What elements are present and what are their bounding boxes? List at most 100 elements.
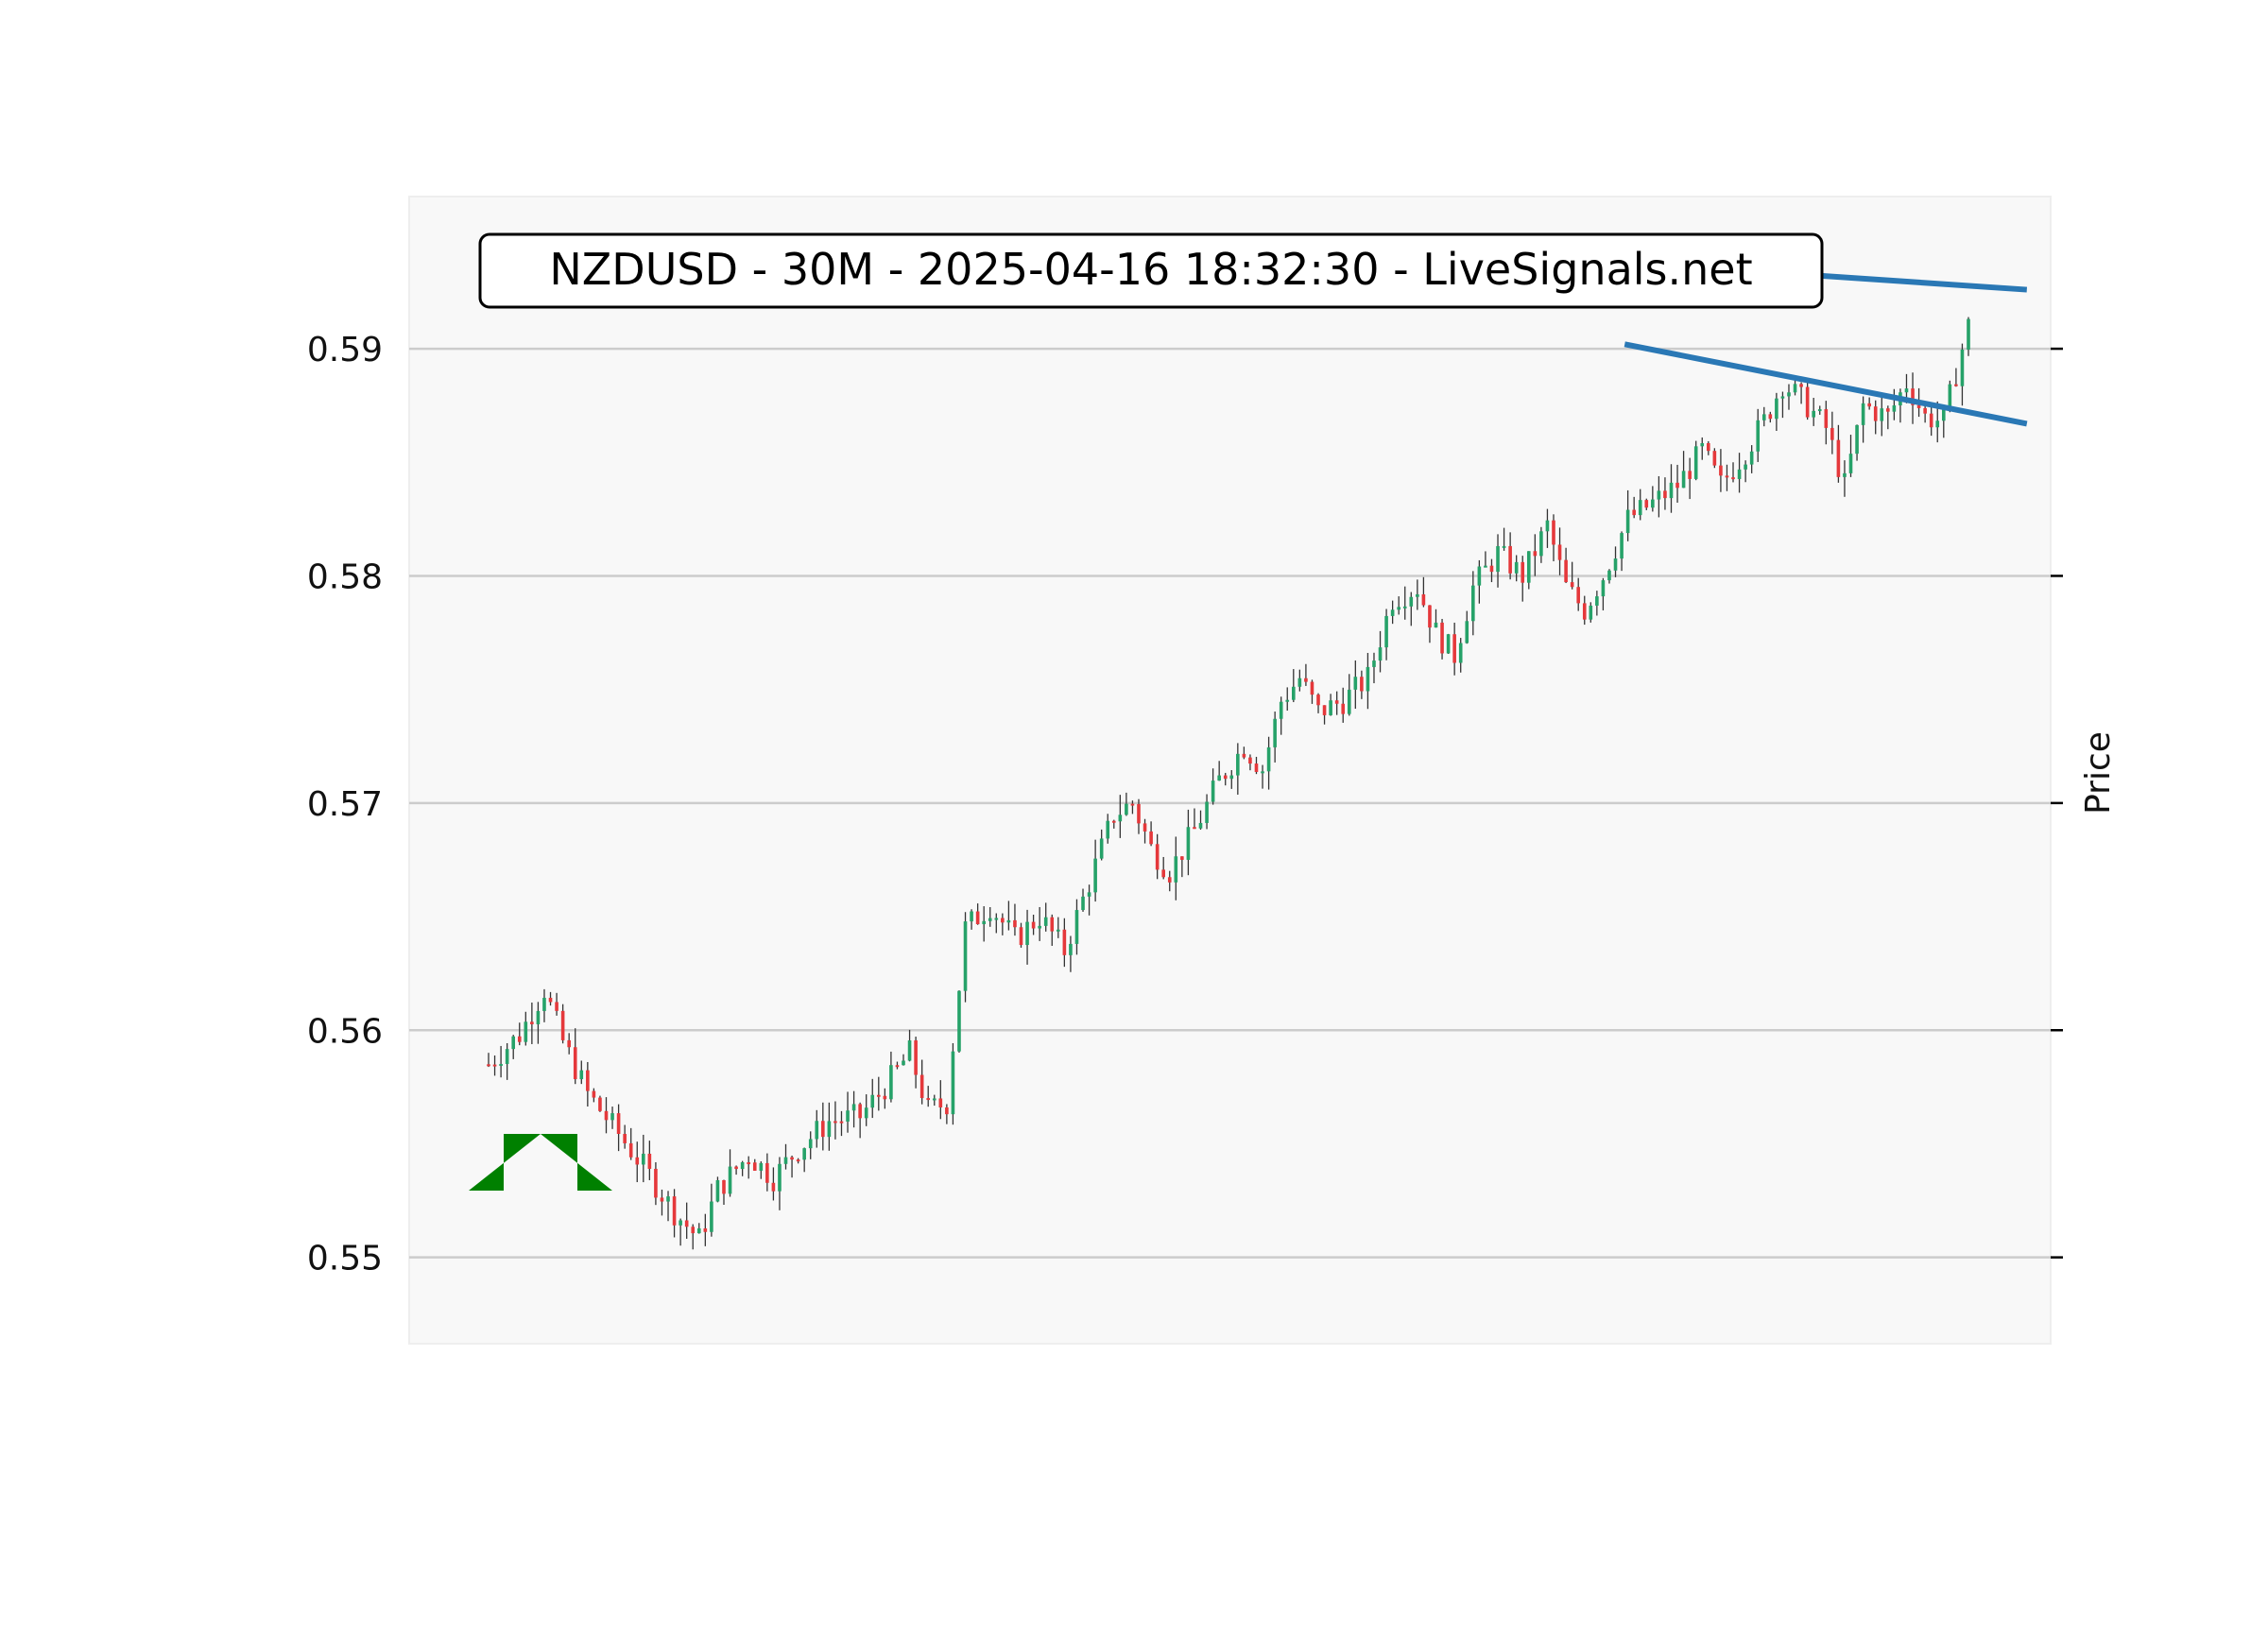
candle	[951, 1042, 955, 1125]
candle-body-down	[1954, 384, 1958, 386]
candle-body-down	[586, 1070, 590, 1091]
candle-body-up	[1892, 405, 1897, 412]
candle	[907, 1029, 912, 1062]
candle	[1137, 798, 1141, 834]
candle-body-up	[1855, 424, 1859, 455]
candle	[672, 1189, 677, 1238]
candle-body-up	[1069, 943, 1073, 955]
candle-body-up	[1434, 622, 1438, 628]
buy-signal-arrow	[469, 1134, 612, 1191]
candle	[926, 1086, 931, 1107]
candle-body-up	[666, 1196, 670, 1202]
candle-body-up	[505, 1049, 509, 1064]
candle-body-down	[517, 1036, 522, 1042]
candle	[1001, 913, 1005, 935]
candle	[1799, 382, 1803, 404]
candle-body-down	[1149, 831, 1153, 845]
candle	[604, 1097, 609, 1134]
candle-body-down	[1421, 593, 1426, 606]
candle	[710, 1183, 713, 1237]
candle-body-down	[1688, 471, 1692, 479]
candle	[1310, 679, 1314, 704]
candle-body-up	[1465, 621, 1469, 643]
candle-body-down	[623, 1133, 627, 1143]
candle-body-up	[778, 1163, 782, 1192]
candle	[1613, 546, 1618, 577]
candle	[1725, 464, 1729, 491]
candle	[1793, 379, 1797, 396]
candle-body-up	[1904, 388, 1909, 393]
candle	[1489, 558, 1494, 583]
candle-body-up	[1545, 520, 1550, 532]
candle	[1266, 736, 1271, 790]
candle-body-down	[1576, 587, 1581, 604]
candle-body-up	[1038, 925, 1041, 929]
candle	[1062, 918, 1067, 968]
candle	[870, 1078, 875, 1119]
candle-body-down	[1223, 775, 1228, 780]
candle	[1873, 400, 1878, 435]
candle	[1458, 638, 1463, 673]
y-tick-label: 0.56	[307, 1012, 383, 1051]
candle-body-down	[1143, 823, 1147, 832]
candle-body-down	[1452, 634, 1456, 663]
candle-body-up	[1484, 565, 1487, 568]
candle	[734, 1165, 738, 1175]
candle	[548, 991, 553, 1006]
candle	[1316, 693, 1320, 713]
candle	[1496, 534, 1500, 588]
candle-body-up	[1291, 686, 1296, 700]
candle	[914, 1037, 918, 1089]
candle	[1081, 888, 1085, 912]
candle	[1484, 551, 1487, 568]
candle-body-up	[846, 1110, 850, 1122]
candle	[1279, 696, 1283, 735]
candle-body-down	[1886, 408, 1890, 412]
candle	[1663, 477, 1667, 510]
candle-body-up	[759, 1162, 764, 1171]
candle-body-down	[945, 1107, 949, 1115]
candle	[1607, 569, 1611, 584]
candle	[1700, 437, 1705, 460]
candle	[573, 1028, 577, 1085]
candle	[1242, 746, 1246, 760]
candle	[1149, 821, 1153, 847]
candle	[610, 1107, 614, 1129]
candle-body-down	[1111, 820, 1116, 823]
candle-body-down	[1923, 407, 1927, 414]
candle-body-down	[1322, 705, 1327, 715]
candle	[1892, 388, 1897, 420]
candle	[1446, 633, 1451, 654]
candle-body-down	[1712, 451, 1717, 466]
candle	[1638, 489, 1642, 521]
candle-body-down	[765, 1162, 769, 1183]
candle-body-down	[660, 1197, 664, 1202]
candle-body-down	[1130, 803, 1135, 806]
up-arrow-icon	[469, 1134, 612, 1191]
candle-body-up	[1861, 403, 1865, 425]
candle	[1193, 808, 1196, 830]
candle-body-up	[1409, 596, 1414, 607]
candle	[1775, 392, 1778, 432]
candle-body-down	[790, 1157, 794, 1160]
candle	[1533, 534, 1538, 576]
candle-body-up	[1347, 689, 1351, 714]
candle	[1006, 901, 1011, 931]
candle	[1180, 856, 1184, 878]
title-box: NZDUSD - 30M - 2025-04-16 18:32:30 - Liv…	[478, 232, 1824, 309]
candle-body-up	[1749, 451, 1754, 465]
candle-body-down	[598, 1097, 602, 1111]
candle-body-up	[1669, 482, 1674, 499]
candle	[1545, 508, 1550, 548]
candle-body-down	[1707, 442, 1710, 452]
candle-body-up	[1458, 643, 1463, 663]
candle	[1013, 903, 1017, 936]
candlesticks	[487, 317, 1970, 1250]
candle	[1521, 556, 1525, 602]
candle	[616, 1104, 621, 1152]
candle-body-down	[895, 1065, 900, 1068]
candle-body-down	[1799, 384, 1803, 387]
candle	[1236, 743, 1240, 795]
candle-body-up	[1266, 746, 1271, 772]
